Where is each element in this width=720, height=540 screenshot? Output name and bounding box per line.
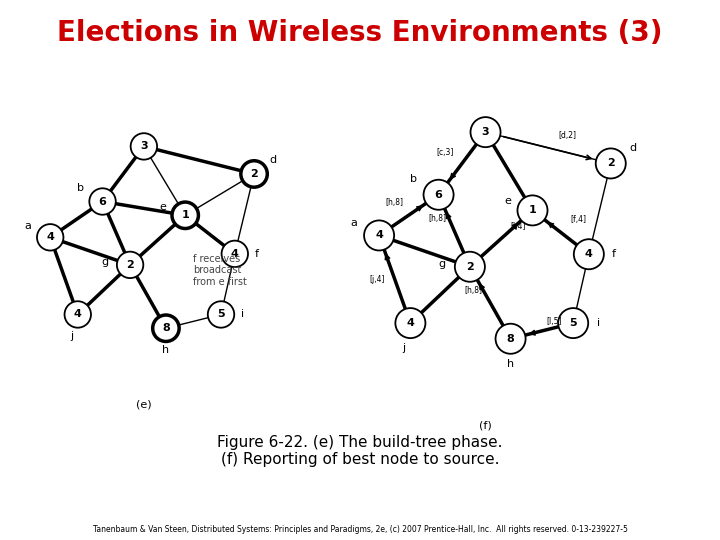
Circle shape [470,117,500,147]
Text: a: a [24,221,32,231]
Circle shape [558,308,588,338]
Text: d: d [270,155,277,165]
Text: 3: 3 [482,127,490,137]
Circle shape [65,301,91,328]
Text: [j,4]: [j,4] [370,275,385,284]
Circle shape [37,224,63,251]
Circle shape [241,161,267,187]
Circle shape [395,308,426,338]
Text: [f,4]: [f,4] [570,215,586,224]
Text: i: i [241,309,245,320]
Circle shape [222,241,248,267]
Text: 1: 1 [528,205,536,215]
Text: g: g [438,259,445,268]
Text: 2: 2 [126,260,134,270]
Text: 2: 2 [466,262,474,272]
Circle shape [495,323,526,354]
Text: 8: 8 [507,334,515,344]
Text: 2: 2 [607,158,615,168]
Text: e: e [160,202,166,212]
Text: a: a [351,218,358,228]
Text: b: b [77,183,84,193]
Circle shape [117,252,143,278]
Text: d: d [629,143,636,153]
Circle shape [172,202,199,228]
Text: [c,3]: [c,3] [436,148,454,157]
Text: 4: 4 [375,231,383,240]
Text: 4: 4 [585,249,593,259]
Circle shape [595,148,626,179]
Text: (e): (e) [136,400,152,410]
Text: 4: 4 [46,232,54,242]
Circle shape [364,220,394,251]
Text: j: j [71,332,74,341]
Text: 4: 4 [231,249,239,259]
Text: b: b [410,174,417,184]
Text: (f): (f) [479,420,492,430]
Text: 8: 8 [162,323,170,333]
Circle shape [423,180,454,210]
Text: 1: 1 [181,210,189,220]
Text: 4: 4 [407,318,414,328]
Text: Tanenbaum & Van Steen, Distributed Systems: Principles and Paradigms, 2e, (c) 20: Tanenbaum & Van Steen, Distributed Syste… [93,524,627,534]
Text: 3: 3 [140,141,148,151]
Text: [l,5]: [l,5] [546,317,562,326]
Circle shape [208,301,234,328]
Text: g: g [102,257,109,267]
Text: e: e [504,196,511,206]
Text: 5: 5 [570,318,577,328]
Text: j: j [402,343,405,353]
Text: [h,8]: [h,8] [464,286,482,295]
Text: Figure 6-22. (e) The build-tree phase.
(f) Reporting of best node to source.: Figure 6-22. (e) The build-tree phase. (… [217,435,503,467]
Text: h: h [507,359,514,369]
Circle shape [130,133,157,160]
Text: 4: 4 [74,309,81,320]
Text: 6: 6 [435,190,443,200]
Circle shape [518,195,547,225]
Text: 2: 2 [250,169,258,179]
Text: i: i [597,318,600,328]
Text: f: f [612,249,616,259]
Text: [h,8]: [h,8] [386,198,404,207]
Text: [l,4]: [l,4] [510,221,526,231]
Text: 5: 5 [217,309,225,320]
Text: [h,8]: [h,8] [428,214,446,222]
Text: f: f [255,249,258,259]
Text: 6: 6 [99,197,107,206]
Text: [d,2]: [d,2] [558,131,576,140]
Text: f receives
broadcast
from e first: f receives broadcast from e first [194,254,248,287]
Circle shape [455,252,485,282]
Circle shape [89,188,116,215]
Text: h: h [162,345,169,355]
Text: Elections in Wireless Environments (3): Elections in Wireless Environments (3) [58,19,662,47]
Circle shape [153,315,179,341]
Circle shape [574,239,604,269]
